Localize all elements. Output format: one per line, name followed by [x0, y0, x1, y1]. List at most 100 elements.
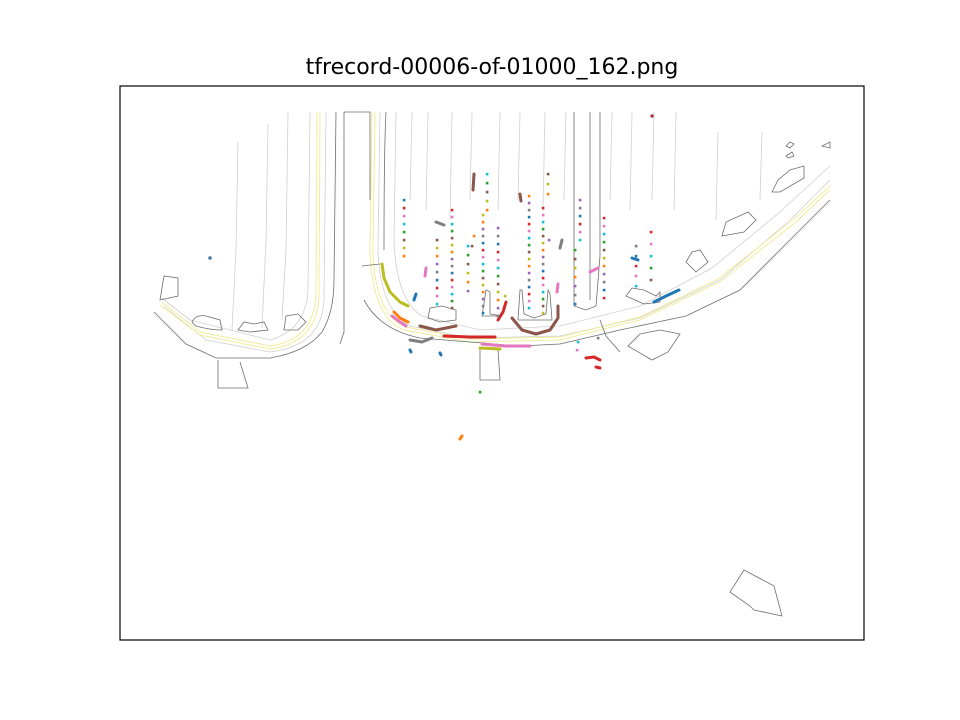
- agent-point: [541, 269, 545, 273]
- trajectories: [380, 172, 681, 441]
- agent-point: [578, 206, 582, 210]
- agent-point: [527, 250, 531, 254]
- chart-title: tfrecord-00006-of-01000_162.png: [306, 55, 679, 80]
- agent-point: [596, 336, 600, 340]
- agent-point: [402, 230, 406, 234]
- agent-point: [602, 240, 606, 244]
- agent-point: [450, 222, 454, 226]
- agent-point: [602, 296, 606, 300]
- agent-point: [602, 288, 606, 292]
- agent-point: [527, 292, 531, 296]
- agent-point: [402, 246, 406, 250]
- agent-point: [481, 220, 485, 224]
- trajectory-24: [594, 365, 602, 370]
- agent-point: [527, 271, 531, 275]
- agent-point: [496, 282, 500, 286]
- agent-point: [496, 274, 500, 278]
- trajectory-17: [558, 238, 564, 250]
- agent-point: [541, 290, 545, 294]
- agent-point: [649, 278, 653, 282]
- agent-point: [481, 297, 485, 301]
- agent-point: [527, 222, 531, 226]
- agent-point: [573, 293, 577, 297]
- agent-point: [466, 280, 470, 284]
- agent-point: [575, 348, 579, 352]
- agent-point: [485, 208, 489, 212]
- agent-point: [541, 248, 545, 252]
- agent-point: [481, 255, 485, 259]
- agent-point: [450, 208, 454, 212]
- agent-point: [402, 206, 406, 210]
- agent-point: [450, 229, 454, 233]
- agent-point: [527, 278, 531, 282]
- agent-point: [541, 206, 545, 210]
- agent-point: [402, 214, 406, 218]
- agent-point: [602, 232, 606, 236]
- agent-point: [481, 304, 485, 308]
- plot-area: [153, 111, 831, 617]
- agent-point: [541, 255, 545, 259]
- agent-point: [541, 220, 545, 224]
- agent-point: [450, 243, 454, 247]
- agent-point: [578, 238, 582, 242]
- agent-point: [450, 292, 454, 296]
- trajectory-3: [418, 324, 458, 332]
- trajectory-11: [412, 292, 418, 302]
- agent-point: [527, 236, 531, 240]
- agent-point: [450, 306, 454, 310]
- agent-point: [435, 254, 439, 258]
- agent-point: [435, 278, 439, 282]
- agent-point: [435, 246, 439, 250]
- agent-point: [634, 254, 638, 258]
- center-lines: [159, 111, 831, 350]
- trajectory-4: [408, 336, 434, 344]
- agent-point: [634, 274, 638, 278]
- agent-point: [470, 244, 474, 248]
- agent-point: [450, 215, 454, 219]
- agent-point: [466, 271, 470, 275]
- agent-point: [649, 254, 653, 258]
- trajectory-12: [652, 288, 681, 304]
- agent-point: [527, 285, 531, 289]
- trajectory-21: [458, 434, 464, 441]
- agent-point: [450, 299, 454, 303]
- agent-point: [481, 283, 485, 287]
- agent-point: [402, 198, 406, 202]
- agent-point: [649, 266, 653, 270]
- agent-point: [485, 181, 489, 185]
- agent-point: [527, 243, 531, 247]
- agent-point: [527, 215, 531, 219]
- agent-point: [541, 297, 545, 301]
- agent-point: [573, 248, 577, 252]
- agent-point: [450, 257, 454, 261]
- agent-point: [450, 271, 454, 275]
- trajectory-8: [496, 300, 508, 322]
- agent-point: [496, 226, 500, 230]
- agent-point: [450, 264, 454, 268]
- agent-point: [435, 238, 439, 242]
- agent-point: [481, 311, 485, 315]
- agent-point: [602, 248, 606, 252]
- agent-point: [602, 272, 606, 276]
- trajectory-5: [392, 310, 410, 324]
- agent-point: [634, 284, 638, 288]
- agent-point: [573, 257, 577, 261]
- trajectory-22: [408, 348, 413, 354]
- agent-point: [546, 182, 550, 186]
- agent-point: [402, 222, 406, 226]
- agent-point: [435, 270, 439, 274]
- agent-point: [481, 241, 485, 245]
- axes-frame: [119, 85, 865, 641]
- agent-point: [481, 248, 485, 252]
- agent-point: [634, 264, 638, 268]
- agent-point: [450, 250, 454, 254]
- agent-point: [208, 256, 212, 260]
- agent-point: [496, 250, 500, 254]
- trajectory-19: [423, 266, 428, 278]
- agent-point: [541, 283, 545, 287]
- agent-point: [496, 234, 500, 238]
- agent-point: [481, 276, 485, 280]
- agent-point: [546, 172, 550, 176]
- trajectory-10: [478, 346, 502, 351]
